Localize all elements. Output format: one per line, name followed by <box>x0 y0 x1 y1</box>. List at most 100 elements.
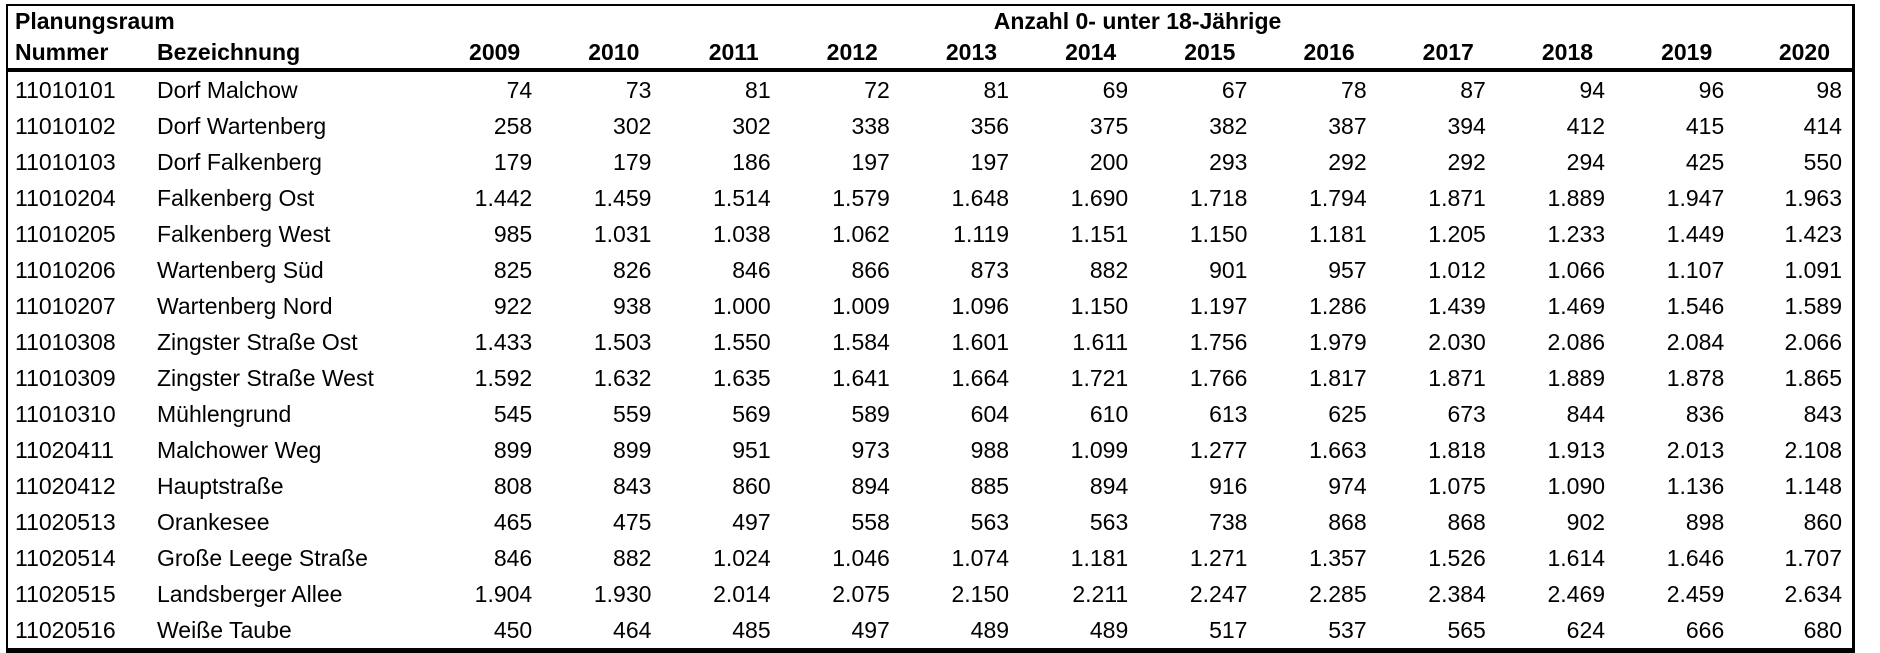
cell-value: 1.233 <box>1547 220 1606 247</box>
cell-value: 1.947 <box>1666 184 1725 211</box>
cell-bezeichnung: Zingster Straße Ost <box>157 328 358 355</box>
cell-nummer: 11020412 <box>15 472 116 499</box>
cell-value: 558 <box>851 508 890 535</box>
cell-value: 517 <box>1209 616 1248 643</box>
cell-value: 1.579 <box>832 184 890 211</box>
cell-value: 1.592 <box>474 364 533 391</box>
table-row: 11010207 Wartenberg Nord 922 938 1.000 1.009 1… <box>7 288 1854 324</box>
cell-value: 69 <box>1102 76 1129 103</box>
cell-value: 1.611 <box>1072 328 1129 355</box>
cell-value: 338 <box>851 112 890 139</box>
table-row: 11010309 Zingster Straße West 1.592 1.632 1.… <box>7 360 1854 396</box>
column-header-year: 2012 <box>780 37 900 72</box>
table-row: 11010206 Wartenberg Süd 825 826 846 866 873 882… <box>7 252 1854 288</box>
cell-value: 901 <box>1209 256 1248 283</box>
cell-value: 489 <box>970 616 1010 643</box>
cell-value: 1.459 <box>593 184 652 211</box>
group-header-planungsraum: Planungsraum <box>15 8 175 34</box>
column-header-year: 2020 <box>1734 37 1854 72</box>
table-row: 11020516 Weiße Taube 450 464 485 497 489 489 517… <box>7 612 1854 651</box>
cell-value: 1.904 <box>474 580 533 607</box>
cell-value: 894 <box>1089 472 1129 499</box>
cell-value: 425 <box>1685 148 1725 175</box>
cell-nummer: 11010207 <box>15 292 116 319</box>
table-body: 11010101 Dorf Malchow 74 73 81 72 81 69 67 78 87 94… <box>7 70 1854 651</box>
cell-bezeichnung: Hauptstraße <box>157 472 284 499</box>
cell-bezeichnung: Wartenberg Süd <box>157 256 324 283</box>
cell-value: 898 <box>1685 508 1725 535</box>
cell-value: 67 <box>1221 76 1248 103</box>
cell-value: 94 <box>1579 76 1606 103</box>
cell-value: 985 <box>493 220 533 247</box>
cell-value: 2.030 <box>1428 328 1486 355</box>
cell-value: 882 <box>1089 256 1129 283</box>
table-row: 11010101 Dorf Malchow 74 73 81 72 81 69 67 78 87 94… <box>7 70 1854 108</box>
cell-bezeichnung: Orankesee <box>157 508 270 535</box>
cell-value: 625 <box>1328 400 1367 427</box>
cell-value: 489 <box>1089 616 1129 643</box>
cell-value: 2.150 <box>951 580 1010 607</box>
cell-value: 1.690 <box>1070 184 1129 211</box>
cell-value: 1.979 <box>1309 328 1367 355</box>
cell-nummer: 11010206 <box>15 256 116 283</box>
cell-nummer: 11010101 <box>15 76 116 103</box>
cell-value: 294 <box>1566 148 1606 175</box>
column-header-year: 2016 <box>1257 37 1377 72</box>
cell-value: 258 <box>493 112 533 139</box>
cell-value: 1.423 <box>1784 220 1842 247</box>
cell-value: 1.503 <box>593 328 652 355</box>
cell-value: 843 <box>1803 400 1842 427</box>
cell-value: 882 <box>613 544 652 571</box>
cell-value: 497 <box>851 616 890 643</box>
cell-value: 464 <box>613 616 652 643</box>
cell-value: 973 <box>851 436 890 463</box>
cell-value: 98 <box>1816 76 1842 103</box>
cell-value: 2.459 <box>1666 580 1725 607</box>
cell-value: 844 <box>1566 400 1606 427</box>
cell-value: 81 <box>983 76 1010 103</box>
cell-value: 868 <box>1447 508 1486 535</box>
cell-value: 563 <box>1089 508 1129 535</box>
cell-bezeichnung: Malchower Weg <box>157 436 322 463</box>
cell-value: 1.066 <box>1547 256 1606 283</box>
cell-value: 179 <box>493 148 533 175</box>
cell-value: 846 <box>493 544 533 571</box>
cell-value: 1.550 <box>713 328 771 355</box>
cell-value: 1.442 <box>474 184 533 211</box>
cell-bezeichnung: Falkenberg West <box>157 220 331 247</box>
table-row: 11020513 Orankesee 465 475 497 558 563 563 738 86… <box>7 504 1854 540</box>
cell-value: 179 <box>613 148 652 175</box>
cell-value: 1.546 <box>1666 292 1725 319</box>
group-header-anzahl: Anzahl 0- unter 18-Jährige <box>993 8 1282 34</box>
cell-value: 1.119 <box>953 220 1010 247</box>
cell-value: 1.107 <box>1666 256 1725 283</box>
cell-value: 1.913 <box>1547 436 1606 463</box>
cell-value: 1.012 <box>1428 256 1486 283</box>
cell-value: 825 <box>493 256 533 283</box>
cell-value: 680 <box>1803 616 1842 643</box>
cell-value: 387 <box>1328 112 1367 139</box>
cell-value: 1.181 <box>1309 220 1367 247</box>
table-row: 11020412 Hauptstraße 808 843 860 894 885 894 916… <box>7 468 1854 504</box>
cell-nummer: 11020513 <box>15 508 116 535</box>
cell-value: 1.433 <box>474 328 533 355</box>
cell-value: 2.066 <box>1784 328 1842 355</box>
cell-value: 868 <box>1328 508 1367 535</box>
cell-value: 604 <box>970 400 1010 427</box>
cell-nummer: 11010309 <box>15 364 116 391</box>
cell-value: 1.963 <box>1784 184 1842 211</box>
cell-value: 1.526 <box>1428 544 1486 571</box>
cell-value: 197 <box>970 148 1010 175</box>
cell-bezeichnung: Landsberger Allee <box>157 580 343 607</box>
cell-value: 922 <box>493 292 533 319</box>
group-header-row: Planungsraum Anzahl 0- unter 18-Jährige <box>7 5 1854 37</box>
cell-value: 1.074 <box>951 544 1010 571</box>
cell-value: 293 <box>1209 148 1248 175</box>
cell-nummer: 11010308 <box>15 328 116 355</box>
cell-value: 1.024 <box>713 544 771 571</box>
cell-value: 72 <box>864 76 890 103</box>
cell-value: 1.150 <box>1189 220 1248 247</box>
cell-value: 450 <box>493 616 533 643</box>
cell-value: 1.136 <box>1666 472 1725 499</box>
cell-value: 1.000 <box>713 292 771 319</box>
